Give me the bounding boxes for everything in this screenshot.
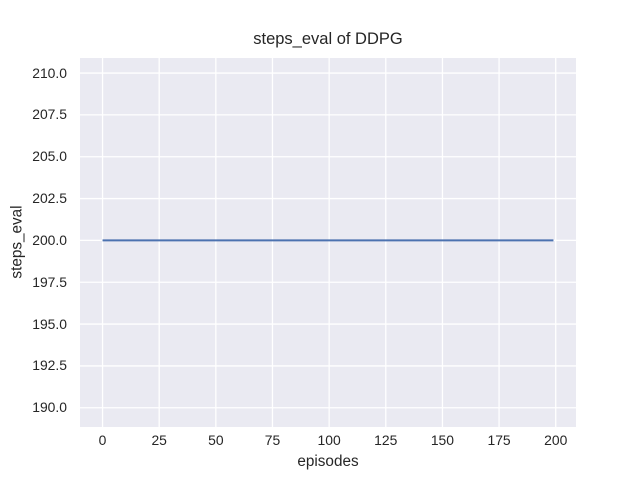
y-tick-label: 207.5	[32, 106, 67, 123]
x-tick-label: 0	[98, 432, 107, 448]
y-tick-label: 192.5	[32, 357, 67, 374]
x-tick-label: 75	[264, 432, 281, 448]
chart-title: steps_eval of DDPG	[253, 30, 403, 48]
x-tick-label: 150	[430, 432, 455, 448]
y-tick-label: 202.5	[32, 190, 67, 207]
x-tick-label: 100	[317, 432, 341, 448]
x-axis-label: episodes	[297, 453, 359, 470]
x-tick-label: 25	[151, 432, 167, 448]
y-tick-label: 205.0	[32, 148, 67, 165]
y-tick-label: 190.0	[32, 399, 67, 416]
y-tick-label: 210.0	[32, 64, 67, 81]
x-tick-label: 125	[374, 432, 398, 448]
plot-canvas	[80, 58, 576, 427]
x-tick-label: 200	[544, 432, 568, 448]
y-tick-label: 197.5	[32, 273, 67, 290]
x-tick-label: 175	[487, 432, 511, 448]
y-tick-label: 195.0	[32, 315, 67, 332]
plot-area	[80, 58, 576, 427]
y-tick-label: 200.0	[32, 231, 67, 248]
x-tick-label: 50	[208, 432, 224, 448]
